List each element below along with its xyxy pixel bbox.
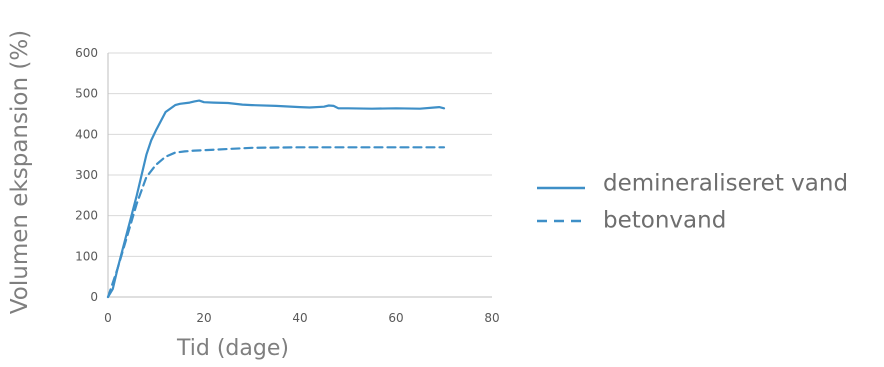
x-axis-ticks: 0 20 40 60 80 <box>104 311 499 325</box>
series-line-demineraliseret-vand <box>106 99 446 299</box>
x-tick-label: 80 <box>484 311 499 325</box>
y-axis-ticks: 0 100 200 300 400 500 600 <box>75 46 98 304</box>
x-tick-label: 60 <box>388 311 403 325</box>
series-lines <box>106 99 446 299</box>
series-line-betonvand <box>106 146 446 299</box>
y-tick-label: 500 <box>75 87 98 101</box>
y-tick-label: 0 <box>90 290 98 304</box>
legend: demineraliseret vand betonvand <box>537 171 848 234</box>
x-tick-label: 20 <box>196 311 211 325</box>
y-axis-title: Volumen ekspansion (%) <box>7 30 33 314</box>
x-tick-label: 40 <box>292 311 307 325</box>
y-tick-label: 400 <box>75 127 98 141</box>
legend-label: demineraliseret vand <box>603 171 848 197</box>
y-tick-label: 200 <box>75 209 98 223</box>
y-tick-label: 300 <box>75 168 98 182</box>
grid-lines <box>108 52 492 257</box>
y-tick-label: 100 <box>75 249 98 263</box>
x-tick-label: 0 <box>104 311 112 325</box>
y-tick-label: 600 <box>75 46 98 60</box>
legend-label: betonvand <box>603 208 726 234</box>
x-axis-title: Tid (dage) <box>176 336 289 361</box>
